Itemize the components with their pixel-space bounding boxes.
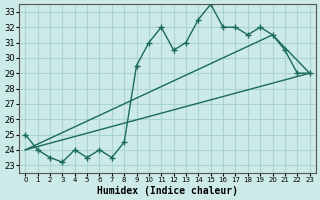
X-axis label: Humidex (Indice chaleur): Humidex (Indice chaleur) [97,186,238,196]
